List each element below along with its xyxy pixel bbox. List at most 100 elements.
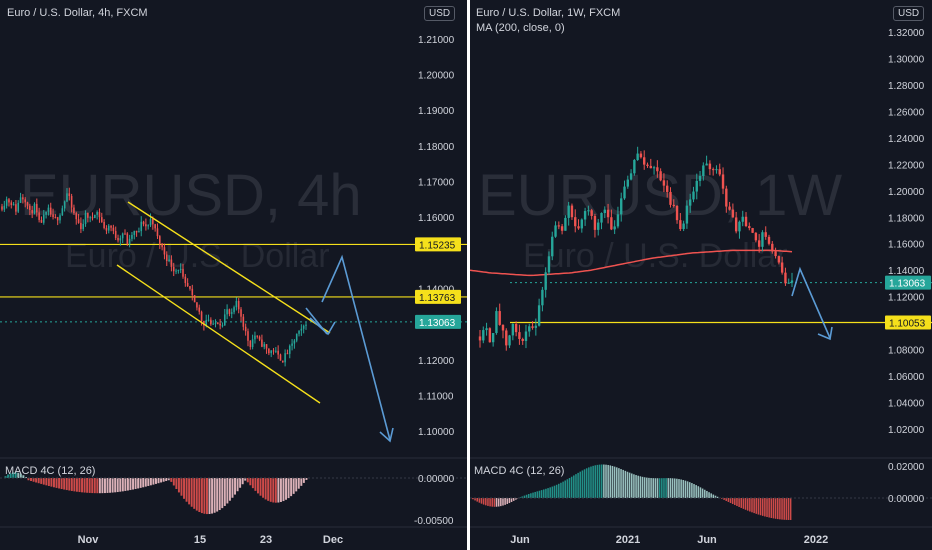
macd-bar: [292, 478, 295, 494]
candle-body: [54, 217, 57, 219]
macd-bar: [63, 478, 66, 490]
macd-bar: [613, 466, 616, 498]
candle-body: [597, 222, 600, 230]
macd-bar: [515, 498, 517, 500]
candle-body: [66, 193, 68, 202]
macd-bar: [37, 478, 40, 484]
macd-bar: [774, 498, 777, 519]
macd-bar: [264, 478, 267, 500]
macd-bar: [609, 465, 612, 498]
panel-divider[interactable]: [467, 0, 470, 550]
candle-body: [121, 233, 124, 239]
candle-body: [152, 219, 154, 225]
candle-body: [633, 159, 636, 174]
candle-body: [275, 350, 277, 352]
macd-bar: [699, 487, 702, 498]
macd-bar: [70, 478, 73, 491]
macd-bar: [213, 478, 216, 513]
candle-body: [45, 211, 47, 215]
macd-bar: [53, 478, 55, 488]
macd-bar: [686, 481, 689, 498]
macd-bar: [671, 478, 674, 498]
macd-bar: [203, 478, 206, 514]
candle-body: [715, 169, 718, 171]
macd-bar: [305, 478, 308, 480]
macd-bar: [185, 478, 188, 502]
candle-body: [154, 224, 156, 229]
candle-body: [518, 332, 521, 339]
candle-body: [613, 226, 616, 230]
candle-body: [646, 164, 649, 166]
macd-bar: [195, 478, 198, 511]
y-tick-label: 1.11000: [418, 391, 454, 402]
macd-bar: [109, 478, 112, 493]
currency-badge-4h[interactable]: USD: [424, 6, 456, 21]
y-tick-label: 1.12000: [418, 356, 455, 367]
macd-bar: [218, 478, 221, 511]
macd-bar: [60, 478, 63, 490]
candle-body: [84, 213, 87, 224]
candle-body: [488, 328, 492, 343]
candle-body: [235, 300, 238, 308]
candle-body: [268, 348, 270, 354]
x-tick-label: 15: [194, 534, 206, 546]
candle-body: [541, 289, 544, 306]
macd-bar: [47, 478, 50, 486]
candle-body: [33, 203, 36, 214]
macd-bar: [226, 478, 229, 504]
currency-badge-1w[interactable]: USD: [893, 6, 925, 21]
macd-bar: [42, 478, 45, 485]
candle-body: [511, 323, 515, 336]
macd-bar: [600, 464, 603, 498]
macd-bar: [482, 498, 485, 505]
candle-body: [643, 157, 646, 165]
candle-body: [223, 314, 226, 326]
candle-body: [279, 354, 282, 361]
macd-bar: [734, 498, 736, 506]
macd-bar: [489, 498, 491, 507]
candle-body: [587, 210, 590, 212]
macd-bar: [547, 488, 549, 498]
macd-bar: [787, 498, 790, 520]
candle-body: [107, 225, 110, 231]
macd-bar: [693, 484, 695, 498]
macd-bar: [167, 478, 170, 481]
candle-body: [100, 217, 103, 222]
candle-body: [10, 202, 13, 206]
candle-body: [142, 221, 145, 225]
candle-body: [711, 169, 715, 171]
candle-body: [177, 270, 180, 272]
candle-body: [705, 163, 708, 166]
candle-body: [170, 259, 173, 267]
arrow-head: [379, 427, 394, 443]
candle-body: [639, 153, 643, 158]
candle-body: [731, 209, 735, 218]
macd-tick-label: 0.00000: [888, 494, 925, 505]
candle-body: [662, 180, 666, 186]
macd-bar: [22, 475, 25, 478]
macd-bar: [744, 498, 747, 510]
macd-bar: [753, 498, 755, 514]
macd-tick-label: 0.02000: [888, 462, 925, 473]
macd-label-4h: MACD 4C (12, 26): [5, 465, 96, 477]
macd-bar: [658, 478, 661, 498]
macd-bar: [652, 478, 655, 498]
y-tick-label: 1.16000: [418, 213, 455, 224]
candle-body: [89, 217, 91, 219]
macd-bar: [663, 478, 665, 498]
macd-bar: [104, 478, 106, 494]
macd-bar: [221, 478, 224, 509]
candle-body: [741, 216, 744, 222]
candle-body: [56, 217, 59, 221]
macd-bar: [637, 475, 639, 498]
macd-bar: [624, 470, 627, 498]
x-tick-label: Dec: [323, 534, 343, 546]
macd-bar: [639, 476, 642, 498]
macd-bar: [558, 483, 560, 498]
macd-bar: [40, 478, 43, 484]
y-tick-label: 1.12000: [888, 293, 925, 304]
candle-body: [567, 205, 570, 218]
candle-body: [124, 233, 126, 235]
